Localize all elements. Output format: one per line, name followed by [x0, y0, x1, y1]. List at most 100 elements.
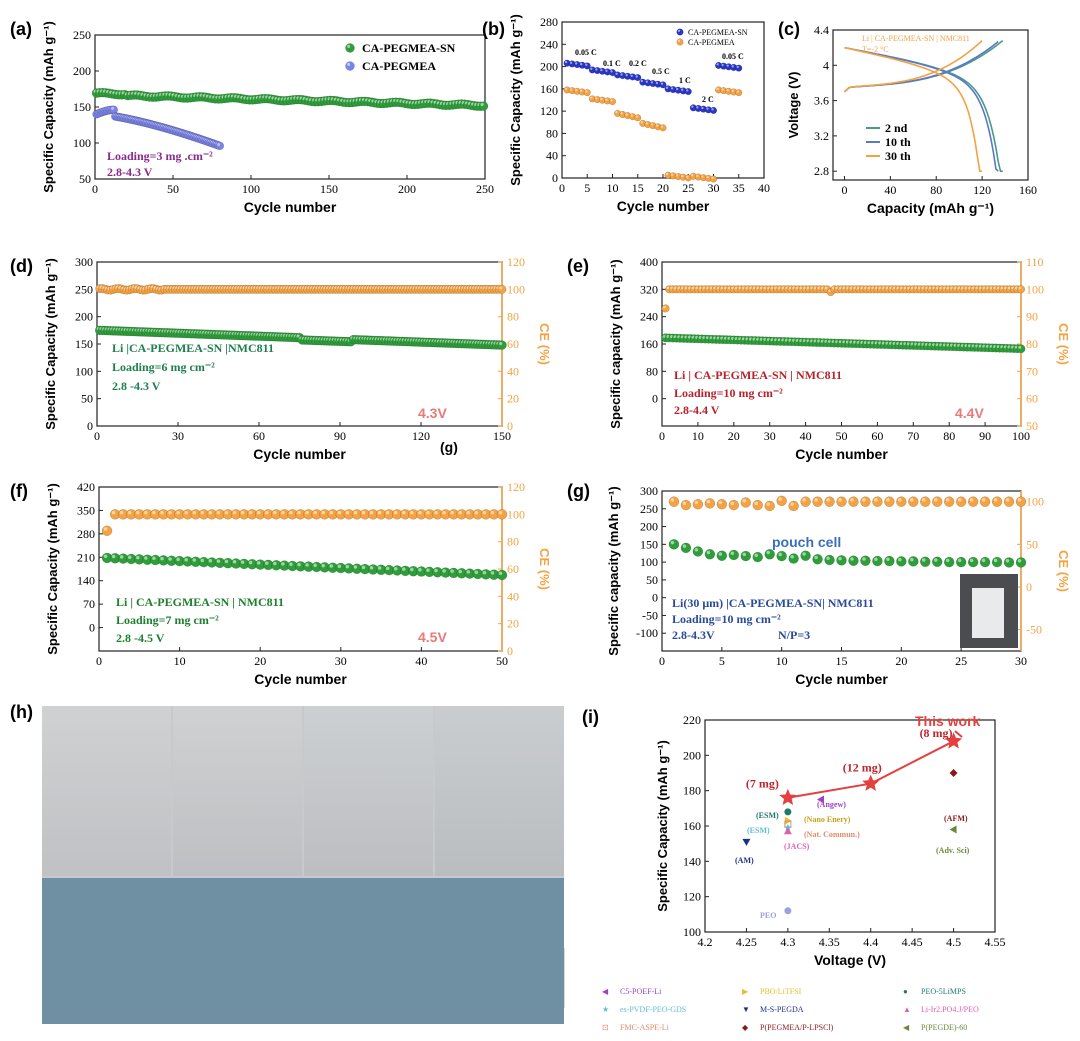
ce-point-hl: [144, 510, 148, 515]
x-tick-label: 0: [659, 429, 665, 443]
y-axis-label: Specific Capacity (mAh g⁻¹): [45, 483, 60, 655]
capacity-point-hl: [727, 336, 731, 340]
capacity-point-hl: [337, 564, 342, 569]
x-tick-label: 20: [254, 654, 266, 668]
y2-tick-label: 90: [1026, 310, 1038, 324]
y-tick-label: 300: [75, 255, 93, 269]
ce-point-hl: [853, 286, 857, 290]
legend-label: FMC-ASPE-Li: [620, 1023, 670, 1032]
capacity-point-hl: [777, 338, 781, 342]
ce-point-hl: [738, 286, 742, 290]
ce-point: [920, 496, 931, 507]
ce-point-hl: [706, 499, 711, 504]
legend-label: 10 th: [885, 135, 911, 149]
ce-point-hl: [964, 286, 968, 290]
capacity-point-hl: [691, 335, 695, 339]
plot-frame: [832, 29, 1029, 181]
ce-point: [704, 498, 716, 509]
ce-point-hl: [799, 286, 803, 290]
ce-point-hl: [839, 286, 842, 290]
series-point-hl: [676, 87, 679, 91]
capacity-point-hl: [458, 569, 462, 574]
discharge-curve: [844, 46, 999, 172]
ce-point-hl: [935, 286, 939, 290]
capacity-point-hl: [784, 338, 788, 342]
ce-point-hl: [957, 286, 961, 290]
capacity-point-hl: [826, 556, 830, 560]
x-tick-label: 0: [92, 182, 98, 196]
capacity-point-hl: [978, 344, 982, 348]
ce-point: [740, 497, 752, 508]
legend-label: CA-PEGMEA-SN: [362, 41, 456, 55]
capacity-point-hl: [922, 558, 926, 562]
series-point-hl: [615, 111, 618, 114]
ce-point-hl: [989, 286, 993, 290]
capacity-point-hl: [774, 338, 778, 342]
capacity-point-hl: [716, 336, 720, 340]
ce-point-hl: [742, 286, 745, 290]
ce-point-hl: [878, 286, 882, 290]
ce-point-hl: [200, 510, 205, 515]
x-tick-label: 100: [1012, 429, 1030, 443]
series-point-hl: [660, 125, 664, 128]
y2-tick-label: 80: [507, 535, 519, 549]
x-tick-label: 10: [174, 654, 186, 668]
ce-point-hl: [393, 510, 398, 515]
ref-marker: [817, 795, 824, 804]
ce-point-hl: [691, 286, 695, 290]
x-tick-label: 4.4: [863, 935, 878, 949]
ce-point-hl: [313, 510, 317, 515]
voltage-label: 4.3V: [418, 405, 447, 421]
ce-point-hl: [770, 286, 774, 290]
ce-point-hl: [862, 498, 866, 502]
y2-tick-label: 60: [507, 337, 519, 351]
this-work-star: [862, 774, 880, 791]
x-axis-label: Cycle number: [244, 199, 337, 215]
ce-point-hl: [490, 510, 495, 515]
y-axis-label: Voltage (V): [786, 72, 801, 139]
capacity-point-hl: [321, 563, 325, 568]
ref-label: (AM): [735, 856, 754, 865]
capacity-point-hl: [248, 560, 253, 565]
capacity-point-hl: [200, 558, 205, 563]
x-tick-label: 25: [955, 654, 967, 668]
series-point-hl: [615, 72, 618, 75]
x-tick-label: 40: [884, 183, 896, 197]
capacity-point-hl: [921, 342, 925, 346]
x-tick-label: 5: [719, 654, 725, 668]
ce-point-hl: [838, 498, 842, 502]
x-tick-label: 70: [907, 429, 919, 443]
capacity-point: [740, 550, 752, 562]
capacity-point-hl: [377, 566, 382, 570]
ce-point: [1016, 285, 1026, 294]
x-tick-label: 150: [320, 182, 338, 196]
ce-point-hl: [450, 510, 454, 515]
capacity-point-hl: [903, 342, 907, 346]
capacity-point-hl: [702, 336, 706, 340]
y2-tick-label: 120: [507, 480, 525, 494]
capacity-point-hl: [910, 557, 914, 562]
ce-point: [1015, 496, 1027, 507]
y2-axis-label: CE (%): [1056, 550, 1071, 592]
series-point-hl: [595, 68, 598, 71]
series-point-hl: [564, 60, 568, 64]
y-tick-label: 0: [652, 392, 658, 406]
capacity-point-hl: [698, 336, 702, 339]
x-tick-label: 4.5: [946, 935, 961, 949]
y2-tick-label: 40: [507, 589, 519, 603]
chart-title: Li | CA-PEGMEA-SN | NMC811: [862, 34, 970, 43]
ce-point-hl: [849, 286, 853, 290]
capacity-point-hl: [933, 558, 938, 562]
y-tick-label: 400: [640, 255, 658, 269]
capacity-point-hl: [749, 337, 752, 341]
panel-label-a: (a): [10, 19, 32, 39]
legend-label: PBO/LiTFSI: [760, 987, 802, 996]
series-point-hl: [711, 176, 714, 180]
ce-point-hl: [720, 286, 724, 290]
legend-marker: ◀: [602, 987, 609, 996]
capacity-point-hl: [176, 557, 180, 562]
capacity-point: [860, 555, 871, 566]
ce-point-hl: [756, 286, 760, 290]
capacity-point-hl: [256, 561, 261, 565]
ce-point-hl: [127, 510, 132, 515]
